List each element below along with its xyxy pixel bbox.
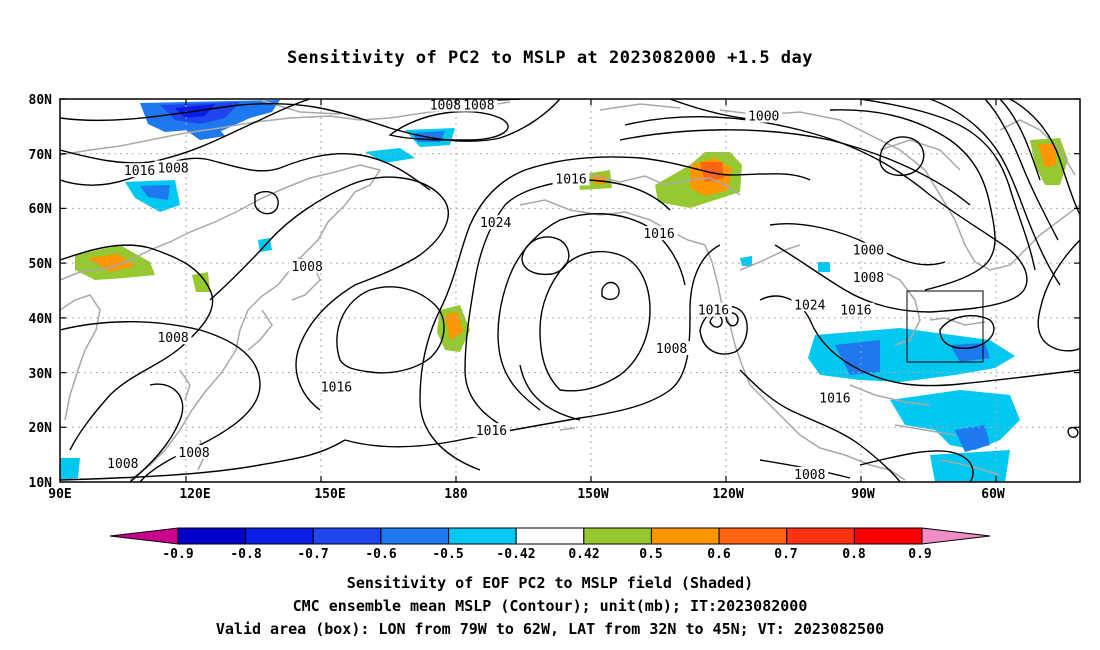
colorbar-box: [245, 527, 314, 545]
colorbar-box: [448, 527, 517, 545]
contour-label-bg: [850, 242, 887, 257]
lat-label-80n: 80N: [29, 93, 53, 108]
colorbar-label-10: 0.7: [774, 547, 797, 562]
lon-label-120w: 120W: [712, 487, 743, 502]
colorbar-box: [515, 527, 585, 545]
contour-label: 1016: [124, 164, 155, 179]
contour-label-bg: [816, 390, 854, 405]
contour-label-bg: [473, 423, 510, 438]
contour-label: 1016: [840, 304, 871, 319]
lat-label-30n: 30N: [29, 367, 53, 382]
colorbar-label-5: -0.5: [432, 547, 463, 562]
contour-label-bg: [121, 163, 158, 178]
figure-title: Sensitivity of PC2 to MSLP at 2023082000…: [286, 48, 813, 68]
contour-label-bg: [154, 330, 192, 345]
contour-label-bg: [460, 99, 498, 112]
colorbar-label-12: 0.9: [908, 547, 931, 562]
map-frame: [59, 98, 1081, 483]
lat-label-50n: 50N: [29, 257, 53, 272]
colorbar-label-4: -0.6: [365, 547, 396, 562]
contour-label-bg: [175, 445, 213, 460]
colorbar-box: [786, 527, 855, 545]
contour-label-bg: [640, 226, 678, 241]
contour-label-bg: [745, 108, 783, 123]
contour-label: 1008: [157, 331, 188, 346]
contour-label: 1016: [321, 380, 352, 395]
contour-label: 1016: [476, 424, 507, 439]
lat-label-60n: 60N: [29, 202, 53, 217]
contour-label: 1016: [698, 304, 729, 319]
colorbar-box: [177, 527, 247, 545]
contour-label-bg: [552, 171, 590, 186]
contour-label: 1008: [430, 99, 461, 114]
contour-label-bg: [837, 302, 875, 317]
colorbar-label-6: -0.42: [496, 547, 535, 562]
contour-label: 1024: [480, 216, 511, 231]
mslp-contours: [60, 99, 1080, 482]
lat-label-10n: 10N: [29, 476, 53, 491]
sensitivity-shading: [60, 100, 1068, 482]
axis-ticks: [60, 98, 1080, 482]
colorbar-box: [380, 527, 450, 545]
contour-label-bg: [791, 466, 829, 481]
colorbar-label-8: 0.5: [639, 547, 662, 562]
contour-label: 1016: [555, 172, 586, 187]
contour-label-bg: [288, 258, 326, 273]
lon-label-90w: 90W: [851, 487, 875, 502]
lat-label-40n: 40N: [29, 312, 53, 327]
contour-label: 1016: [819, 391, 850, 406]
contour-label-bg: [791, 297, 829, 312]
colorbar-box: [312, 527, 382, 545]
contour-label: 1000: [748, 110, 779, 125]
colorbar-left-triangle: [109, 527, 179, 545]
contour-label: 1016: [643, 227, 674, 242]
contour-label-bg: [653, 341, 690, 356]
colorbar-label-2: -0.8: [230, 547, 261, 562]
valid-area-box: [906, 290, 984, 363]
colorbar-box: [718, 527, 788, 545]
contour-label: 1008: [463, 99, 494, 114]
lon-label-150e: 150E: [314, 487, 345, 502]
contour-label: 1008: [853, 271, 884, 286]
caption-shaded: Sensitivity of EOF PC2 to MSLP field (Sh…: [346, 574, 754, 592]
colorbar-box: [583, 527, 652, 545]
contour-label: 1008: [178, 446, 209, 461]
contour-label-bg: [850, 269, 887, 284]
contour-label-bg: [154, 160, 192, 175]
colorbar-right-triangle: [921, 527, 991, 545]
caption-valid-area: Valid area (box): LON from 79W to 62W, L…: [215, 620, 885, 638]
colorbar: -0.9 -0.8 -0.7 -0.6 -0.5 -0.42 0.42 0.5 …: [109, 527, 991, 562]
lon-label-150w: 150W: [577, 487, 608, 502]
colorbar-box: [650, 527, 720, 545]
contour-label: 1000: [853, 244, 884, 259]
lon-label-60w: 60W: [981, 487, 1005, 502]
colorbar-box: [853, 527, 923, 545]
colorbar-label-9: 0.6: [707, 547, 731, 562]
contour-label: 1024: [794, 298, 825, 313]
lat-label-70n: 70N: [29, 148, 53, 163]
contour-label-bg: [426, 99, 464, 112]
lat-label-20n: 20N: [29, 421, 53, 436]
contour-label-bg: [695, 302, 732, 317]
colorbar-label-7: 0.42: [568, 547, 599, 562]
colorbar-boxes: [177, 527, 923, 545]
caption-contour: CMC ensemble mean MSLP (Contour); unit(m…: [292, 597, 808, 615]
lon-label-120e: 120E: [179, 487, 210, 502]
lon-label-180: 180: [444, 487, 468, 502]
lon-label-90e: 90E: [48, 487, 71, 502]
contour-label: 1008: [656, 342, 687, 357]
contour-label: 1008: [157, 161, 188, 176]
contour-label: 1008: [794, 468, 825, 483]
contour-label-bg: [477, 215, 515, 230]
colorbar-label-3: -0.7: [297, 547, 328, 562]
contour-label-bg: [318, 379, 355, 394]
contour-label: 1008: [107, 457, 138, 472]
colorbar-label-11: 0.8: [842, 547, 866, 562]
colorbar-label-1: -0.9: [162, 547, 193, 562]
contour-label: 1008: [291, 260, 322, 275]
contour-label-bg: [104, 455, 142, 470]
